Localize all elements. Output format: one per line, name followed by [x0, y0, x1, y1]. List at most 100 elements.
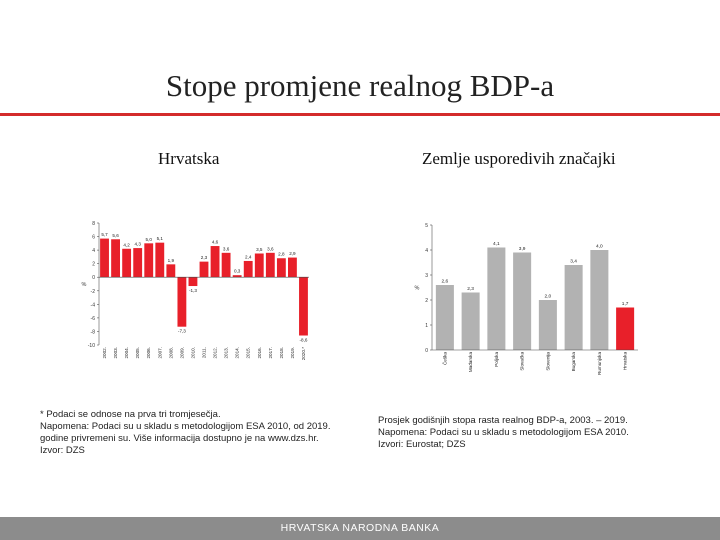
left-notes: * Podaci se odnose na prva tri tromjeseč… [40, 409, 330, 457]
croatia-gdp-chart: -10 -8 -6 -4 -2 0 2 4 6 8% 5,7 2002. 5,6 2003. 4,2 2004… [82, 221, 309, 360]
data-label: 2,8 [278, 252, 285, 257]
data-label: 0,3 [234, 269, 241, 274]
y-tick-label: 1 [425, 323, 428, 329]
right-note-line: Izvori: Eurostat; DZS [378, 439, 466, 450]
left-chart-subtitle: Hrvatska [158, 149, 220, 168]
category-label: 2019. [290, 347, 295, 359]
category-label: 2003. [113, 347, 118, 359]
bar [288, 257, 297, 278]
category-label: Hrvatska [623, 352, 628, 371]
right-chart-subtitle: Zemlje usporedivih značajki [422, 149, 616, 168]
category-label: 2009. [179, 347, 184, 359]
category-label: 2018. [279, 347, 284, 359]
peer-countries-gdp-chart: 0 1 2 3 4 5% 2,6 Češka 2,3 Mađarska 4,1 Poljska 3,9 S… [415, 223, 638, 375]
bar [177, 277, 187, 327]
category-label: 2002. [102, 347, 107, 359]
data-label: 5,1 [157, 236, 164, 241]
bar [299, 277, 308, 336]
data-label: 2,3 [467, 286, 474, 292]
bar [133, 248, 143, 278]
category-label: 2005. [135, 347, 140, 359]
data-label: 2,6 [442, 279, 449, 285]
bar [210, 246, 220, 278]
category-label: Slovenija [545, 352, 550, 371]
data-label: 4,3 [134, 242, 141, 247]
page-title: Stope promjene realnog BDP-a [165, 68, 555, 103]
y-tick-label: 2 [92, 262, 95, 268]
bar [232, 275, 242, 278]
data-label: 2,3 [201, 255, 208, 260]
data-label: 2,4 [245, 254, 252, 259]
footer-brand: HRVATSKA NARODNA BANKA [280, 522, 440, 534]
y-tick-label: -8 [91, 329, 96, 335]
bar [487, 247, 506, 350]
y-tick-label: 3 [425, 273, 428, 279]
bar [188, 277, 198, 287]
bar [590, 250, 609, 350]
data-label: 4,1 [493, 241, 500, 247]
data-label: -8,6 [300, 338, 308, 343]
footer-bar: HRVATSKA NARODNA BANKA [0, 517, 720, 540]
data-label: 3,5 [256, 247, 263, 252]
category-label: 2017. [268, 347, 273, 359]
category-label: Mađarska [468, 352, 473, 373]
category-label: 2015. [246, 347, 251, 359]
right-note-line: Prosjek godišnjih stopa rasta realnog BD… [378, 415, 628, 426]
bar [276, 258, 286, 278]
data-label: 5,0 [146, 237, 153, 242]
category-label: Rumunjska [597, 352, 602, 375]
y-tick-label: -10 [88, 343, 95, 349]
bar [144, 243, 154, 278]
y-axis-label: % [415, 286, 420, 292]
bar [538, 300, 557, 350]
right-note-line: Napomena: Podaci su u skladu s metodolog… [378, 427, 629, 438]
bar [254, 253, 264, 278]
data-label: 2,9 [289, 251, 296, 256]
data-label: 4,6 [212, 240, 219, 245]
bar [199, 261, 209, 278]
y-tick-label: 0 [425, 348, 428, 354]
y-tick-label: 8 [92, 221, 95, 227]
data-label: 3,6 [223, 246, 230, 251]
bar [100, 238, 109, 278]
data-label: -1,3 [189, 288, 197, 293]
y-tick-label: 6 [92, 235, 95, 241]
bar [513, 252, 532, 350]
y-axis-label: % [82, 282, 87, 288]
data-label: -7,3 [178, 329, 186, 334]
bar [435, 285, 454, 350]
bar [461, 292, 480, 350]
category-label: Bugarska [571, 352, 576, 372]
bar [166, 264, 176, 278]
data-label: 4,0 [596, 244, 603, 250]
bar [265, 252, 275, 278]
data-label: 3,4 [570, 259, 577, 265]
category-label: 2008. [168, 347, 173, 359]
bar [616, 307, 635, 350]
y-tick-label: 5 [425, 223, 428, 229]
category-label: 2011. [202, 347, 207, 358]
category-label: 2012. [213, 347, 218, 359]
category-label: 2004. [124, 347, 129, 359]
category-label: 2013. [224, 347, 229, 359]
right-notes: Prosjek godišnjih stopa rasta realnog BD… [378, 415, 629, 451]
bar [221, 252, 231, 278]
y-tick-label: 4 [92, 248, 95, 254]
y-tick-label: 0 [92, 275, 95, 281]
left-note-line: * Podaci se odnose na prva tri tromjeseč… [40, 409, 221, 420]
bar [243, 260, 253, 278]
data-label: 1,9 [168, 258, 175, 263]
data-label: 2,0 [545, 294, 552, 300]
y-tick-label: -4 [91, 302, 96, 308]
data-label: 1,7 [622, 301, 629, 307]
category-label: Poljska [494, 352, 499, 367]
data-label: 3,9 [519, 246, 526, 252]
category-label: Slovačka [520, 352, 525, 371]
bar [564, 265, 583, 350]
category-label: 2020.* [301, 347, 306, 360]
y-tick-label: 2 [425, 298, 428, 304]
y-tick-label: -6 [91, 316, 96, 322]
category-label: 2016. [257, 347, 262, 359]
category-label: Češka [441, 352, 447, 365]
category-label: 2007. [157, 347, 162, 359]
